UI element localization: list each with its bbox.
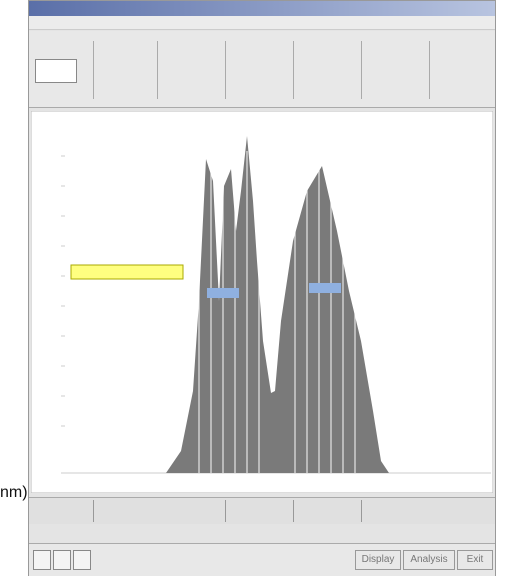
- input-box[interactable]: [35, 59, 77, 83]
- spectrum-area: [166, 136, 389, 473]
- exit-button[interactable]: Exit: [457, 550, 493, 570]
- analysis-button[interactable]: Analysis: [403, 550, 455, 570]
- annotation-label: [70, 264, 184, 280]
- menu-bar: [29, 16, 495, 30]
- control-row: [29, 497, 495, 524]
- graph-panel: [31, 111, 493, 493]
- marker: [309, 283, 341, 293]
- icon-button[interactable]: [33, 550, 51, 570]
- app-window: Display Analysis Exit: [28, 0, 496, 576]
- status-text: nm): [0, 484, 28, 502]
- marker: [207, 288, 239, 298]
- title-bar: [29, 1, 495, 16]
- bottom-bar: Display Analysis Exit: [29, 543, 495, 576]
- icon-button[interactable]: [53, 550, 71, 570]
- display-button[interactable]: Display: [355, 550, 401, 570]
- toolbar: [29, 31, 495, 108]
- icon-button[interactable]: [73, 550, 91, 570]
